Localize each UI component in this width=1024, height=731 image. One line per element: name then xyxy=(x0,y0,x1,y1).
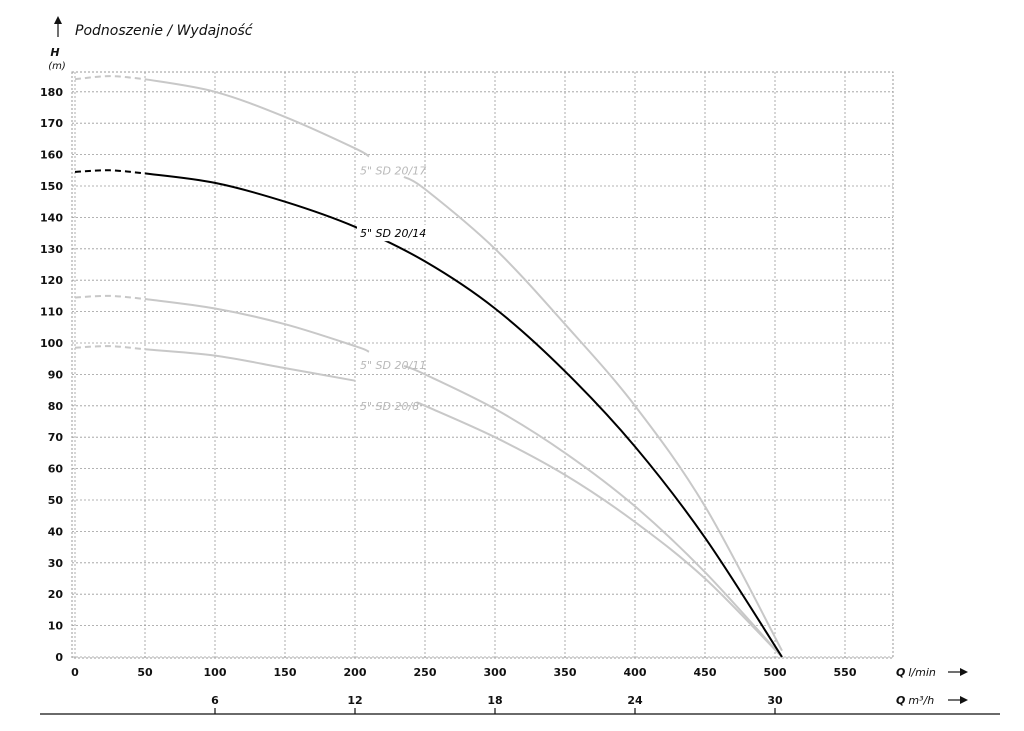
curve-label: 5" SD 20/8 xyxy=(360,400,419,413)
x2-tick-labels: 6 12 18 24 30 xyxy=(211,694,783,714)
x-tick-label: 250 xyxy=(414,666,437,679)
curve-dashed-start xyxy=(74,169,146,175)
y-axis-unit: (m) xyxy=(48,61,66,72)
curve-line xyxy=(144,172,783,658)
grid xyxy=(71,71,894,659)
pump-curves: 5" SD 20/17 5" SD 20/11 5" SD 20/8 5" SD 20… xyxy=(74,75,783,658)
x-tick-label: 500 xyxy=(764,666,787,679)
curve-dashed-start xyxy=(74,345,146,351)
curve-dashed-start xyxy=(74,75,146,81)
y-tick-label: 150 xyxy=(40,180,63,193)
y-tick-label: 170 xyxy=(40,117,63,130)
x-tick-label: 0 xyxy=(71,666,79,679)
curve-label: 5" SD 20/11 xyxy=(360,359,426,372)
y-tick-label: 90 xyxy=(48,368,64,381)
x2-axis-arrow-icon xyxy=(948,696,968,704)
y-tick-label: 70 xyxy=(48,431,64,444)
curve-line xyxy=(144,298,370,353)
x-tick-label: 450 xyxy=(694,666,717,679)
y-tick-label: 30 xyxy=(48,557,64,570)
y-tick-label: 100 xyxy=(40,337,63,350)
x2-tick-label: 30 xyxy=(767,694,783,707)
x-tick-label: 300 xyxy=(484,666,507,679)
title-arrow-icon xyxy=(54,16,62,37)
plot-frame xyxy=(71,71,894,659)
y-tick-label: 130 xyxy=(40,243,63,256)
x-tick-label: 550 xyxy=(834,666,857,679)
curve-line xyxy=(416,401,783,658)
y-tick-label: 140 xyxy=(40,211,63,224)
y-tick-label: 110 xyxy=(40,306,63,319)
curve-line xyxy=(144,78,370,158)
x-tick-label: 200 xyxy=(344,666,367,679)
x-tick-label: 400 xyxy=(624,666,647,679)
x-tick-label: 100 xyxy=(204,666,227,679)
y-tick-label: 60 xyxy=(48,463,64,476)
y-tick-label: 120 xyxy=(40,274,63,287)
x2-tick-label: 24 xyxy=(627,694,643,707)
y-tick-label: 50 xyxy=(48,494,64,507)
y-tick-label: 180 xyxy=(40,86,63,99)
chart-title: Podnoszenie / Wydajność xyxy=(75,23,254,39)
curve-label-bg xyxy=(357,225,429,242)
x-tick-label: 150 xyxy=(274,666,297,679)
y-tick-label: 80 xyxy=(48,400,64,413)
x-axis-arrow-icon xyxy=(948,668,968,676)
curve-dashed-start xyxy=(74,294,146,300)
y-tick-label: 0 xyxy=(55,651,63,664)
curve-line xyxy=(144,348,356,382)
x2-tick-label: 18 xyxy=(487,694,502,707)
y-tick-label: 20 xyxy=(48,588,64,601)
x2-tick-label: 6 xyxy=(211,694,219,707)
y-tick-label: 160 xyxy=(40,149,63,162)
x2-tick-label: 12 xyxy=(347,694,362,707)
x-tick-label: 350 xyxy=(554,666,577,679)
y-tick-labels: 0 10 20 30 40 50 60 70 80 90 100 110 120 130 140 150 160… xyxy=(40,86,63,664)
curve-line xyxy=(403,364,783,658)
curve-line xyxy=(403,176,783,652)
y-tick-label: 40 xyxy=(48,525,64,538)
curve-label: 5" SD 20/17 xyxy=(360,164,426,177)
y-axis-label: H xyxy=(50,46,59,59)
y-tick-label: 10 xyxy=(48,620,64,633)
x-tick-label: 50 xyxy=(137,666,153,679)
x-tick-labels: 0 50 100 150 200 250 300 350 400 450 500 550 xyxy=(71,666,857,679)
curve-label: 5" SD 20/14 xyxy=(360,227,426,240)
